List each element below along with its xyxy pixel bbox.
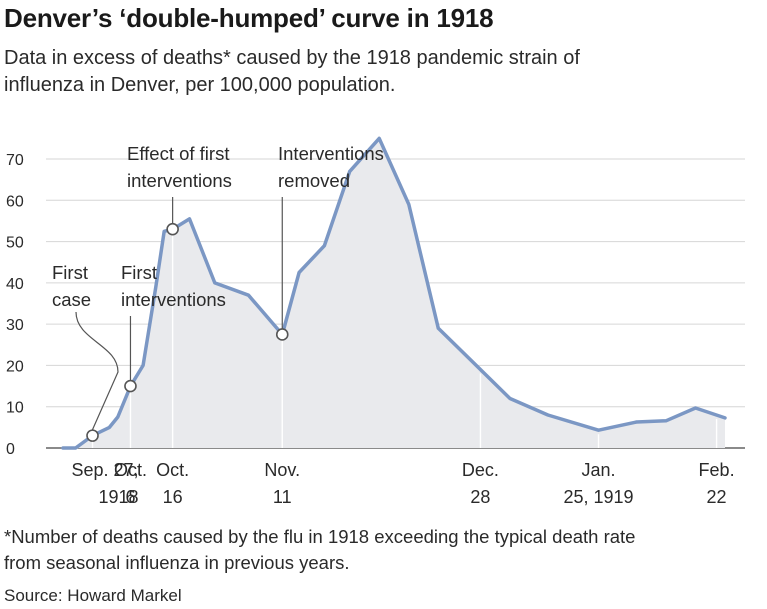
- annotation-text: Interventions: [278, 143, 384, 164]
- x-tick-label: Feb.: [699, 460, 735, 480]
- chart-title: Denver’s ‘double-humped’ curve in 1918: [4, 3, 494, 33]
- x-tick-label: 22: [707, 487, 727, 507]
- y-tick-label: 70: [6, 152, 24, 169]
- annotation-text: First: [52, 262, 88, 283]
- leader-first-case: [75, 311, 119, 430]
- y-tick-label: 40: [6, 276, 24, 293]
- x-tick-label: Oct.: [114, 460, 147, 480]
- x-tick-label: Oct.: [156, 460, 189, 480]
- annotations: First case First interventions Effect of fir…: [52, 143, 384, 310]
- chart-subtitle: Data in excess of deaths* caused by the …: [4, 47, 580, 96]
- y-tick-label: 30: [6, 317, 24, 334]
- source-credit: Source: Howard Markel: [4, 586, 182, 605]
- x-tick-label: 28: [470, 487, 490, 507]
- annotation-text: case: [52, 289, 91, 310]
- x-tick-label: Dec.: [462, 460, 499, 480]
- chart-svg: 0 10 20 30 40 50 60 70 Sep. 27, 1918 Oct. 6 Oct. 16 N…: [6, 136, 745, 507]
- y-tick-label: 10: [6, 400, 24, 417]
- y-tick-label: 20: [6, 358, 24, 375]
- footnote: *Number of deaths caused by the flu in 1…: [4, 526, 636, 573]
- event-marker: [275, 328, 289, 341]
- annotation-text: interventions: [127, 170, 232, 191]
- x-axis: Sep. 27, 1918 Oct. 6 Oct. 16 Nov. 11 Dec. 28 Jan. 2…: [71, 460, 734, 507]
- annotation-text: Effect of first: [127, 143, 229, 164]
- event-markers: [86, 222, 289, 442]
- x-tick-label: Jan.: [581, 460, 615, 480]
- x-tick-label: 1918: [98, 487, 138, 507]
- annotation-leaders: [75, 197, 283, 430]
- x-tick-label: 25, 1919: [563, 487, 633, 507]
- date-guide-lines: [91, 233, 718, 448]
- x-tick-label: Nov.: [264, 460, 300, 480]
- series-line: [61, 136, 727, 450]
- event-marker: [166, 222, 179, 236]
- y-tick-label: 60: [6, 193, 24, 210]
- annotation-text: removed: [278, 170, 350, 191]
- y-tick-label: 0: [6, 441, 15, 458]
- annotation-text: interventions: [121, 289, 226, 310]
- annotation-text: First: [121, 262, 157, 283]
- area-fill: [63, 138, 725, 448]
- x-tick-label: 16: [163, 487, 183, 507]
- y-tick-label: 50: [6, 235, 24, 252]
- y-axis: 0 10 20 30 40 50 60 70: [6, 152, 24, 458]
- event-marker: [124, 379, 137, 393]
- x-tick-label: Sep. 27,: [71, 460, 138, 480]
- x-tick-label: 6: [125, 487, 135, 507]
- x-tick-label: 11: [273, 487, 292, 507]
- event-marker: [86, 429, 99, 442]
